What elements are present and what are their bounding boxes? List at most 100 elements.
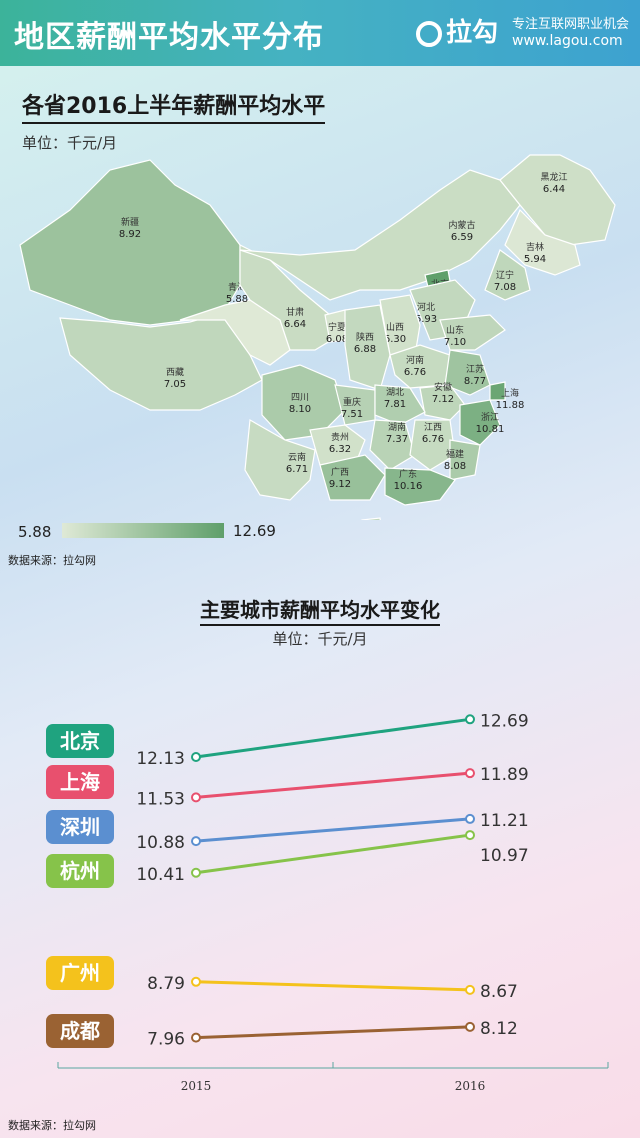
- province-value-label: 8.77: [464, 376, 486, 387]
- data-point: [465, 984, 475, 995]
- map-unit: 单位：千元/月: [22, 134, 118, 152]
- legend-gradient: [62, 523, 224, 538]
- x-tick-label: 2015: [181, 1079, 212, 1093]
- province-上海: [489, 381, 506, 401]
- province-name-label: 山东: [446, 324, 464, 336]
- x-tick-label: 2016: [455, 1079, 486, 1093]
- province-辽宁: [484, 249, 531, 301]
- province-福建: [449, 439, 481, 481]
- province-name-label: 广东: [399, 468, 417, 480]
- series-name-label: 北京: [60, 729, 100, 753]
- province-name-label: 湖南: [388, 421, 406, 433]
- legend-min: 5.88: [18, 523, 52, 541]
- province-value-label: 7.10: [444, 337, 466, 348]
- series-name-label: 杭州: [60, 859, 100, 883]
- province-value-label: 7.05: [164, 379, 186, 390]
- province-value-label: 8.92: [119, 229, 141, 240]
- data-point: [191, 792, 201, 803]
- province-name-label: 宁夏: [328, 321, 346, 333]
- province-value-label: 10.16: [394, 481, 423, 492]
- province-name-label: 河南: [406, 354, 424, 366]
- province-name-label: 上海: [501, 387, 519, 399]
- brand-name: 拉勾: [446, 18, 499, 48]
- province-value-label: 6.76: [422, 434, 444, 445]
- province-value-label: 11.88: [496, 400, 525, 411]
- data-point: [465, 813, 475, 824]
- series-badge: [46, 724, 114, 758]
- province-value-label: 8.08: [444, 461, 466, 472]
- line-chart-title: 主要城市薪酬平均水平变化: [0, 594, 640, 626]
- province-value-label: 6.88: [354, 344, 376, 355]
- data-label: 11.21: [480, 811, 529, 831]
- province-name-label: 浙江: [481, 411, 499, 423]
- province-湖南: [369, 419, 416, 471]
- data-point: [191, 1032, 201, 1043]
- data-label: 10.88: [136, 833, 185, 853]
- series-line: [195, 833, 471, 875]
- data-label: 11.53: [136, 789, 185, 809]
- series-name-label: 广州: [60, 961, 100, 985]
- series-line: [195, 771, 471, 799]
- province-海南: [361, 517, 381, 520]
- province-name-label: 湖北: [386, 387, 404, 398]
- province-江西: [409, 419, 456, 471]
- data-label: 8.79: [147, 974, 185, 994]
- province-name-label: 陕西: [356, 331, 374, 343]
- province-name-label: 江苏: [466, 363, 484, 375]
- chart-source: 数据来源：拉勾网: [8, 1119, 96, 1132]
- province-广西: [319, 454, 386, 501]
- province-新疆: [19, 159, 241, 326]
- series-badge: [46, 1014, 114, 1048]
- province-value-label: 6.93: [415, 314, 437, 325]
- map-title: 各省2016上半年薪酬平均水平: [22, 94, 326, 124]
- province-value-label: 6.59: [451, 232, 473, 243]
- province-甘肃: [239, 244, 341, 351]
- province-value-label: 6.76: [404, 367, 426, 378]
- data-point: [191, 836, 201, 847]
- data-point: [465, 714, 475, 725]
- data-point: [191, 752, 201, 762]
- header-bar: 地区薪酬平均水平分布 拉勾 专注互联网职业机会 www.lagou.com: [0, 0, 640, 66]
- series-name-label: 上海: [60, 770, 100, 794]
- series-line: [195, 980, 471, 992]
- province-name-label: 河北: [417, 301, 435, 313]
- line-chart-title-text: 主要城市薪酬平均水平变化: [200, 598, 440, 626]
- province-name-label: 新疆: [121, 216, 139, 228]
- data-label: 11.89: [480, 765, 529, 785]
- province-name-label: 江西: [424, 422, 442, 433]
- province-湖北: [374, 384, 426, 426]
- province-value-label: 6.44: [543, 184, 565, 195]
- province-value-label: 7.12: [432, 394, 454, 405]
- data-label: 10.41: [136, 865, 185, 885]
- map-source: 数据来源：拉勾网: [8, 554, 96, 567]
- province-value-label: 9.12: [329, 479, 351, 490]
- province-name-label: 甘肃: [286, 306, 304, 318]
- data-label: 8.12: [480, 1019, 518, 1039]
- province-value-label: 6.71: [286, 464, 308, 475]
- province-name-label: 重庆: [343, 396, 361, 408]
- province-山东: [439, 314, 506, 351]
- lagou-logo-icon: [416, 21, 442, 47]
- data-label: 8.67: [480, 982, 518, 1002]
- series-badge: [46, 854, 114, 888]
- series-badge: [46, 810, 114, 844]
- province-value-label: 5.88: [226, 294, 248, 305]
- province-value-label: 10.81: [476, 424, 505, 435]
- series-line: [195, 1025, 471, 1040]
- province-value-label: 7.51: [341, 409, 363, 420]
- province-value-label: 8.10: [289, 404, 311, 415]
- province-内蒙古: [239, 169, 521, 301]
- province-name-label: 西藏: [166, 366, 184, 378]
- data-point: [191, 976, 201, 987]
- province-name-label: 福建: [446, 448, 464, 460]
- data-point: [191, 867, 201, 878]
- data-label: 7.96: [147, 1030, 185, 1050]
- series-name-label: 深圳: [60, 815, 100, 839]
- data-point: [465, 830, 475, 841]
- province-name-label: 黑龙江: [540, 171, 567, 183]
- brand-slogan: 专注互联网职业机会: [512, 17, 630, 32]
- province-value-label: 6.08: [326, 334, 348, 345]
- series-line: [195, 817, 471, 843]
- data-label: 12.69: [480, 711, 529, 731]
- province-value-label: 7.81: [384, 399, 406, 410]
